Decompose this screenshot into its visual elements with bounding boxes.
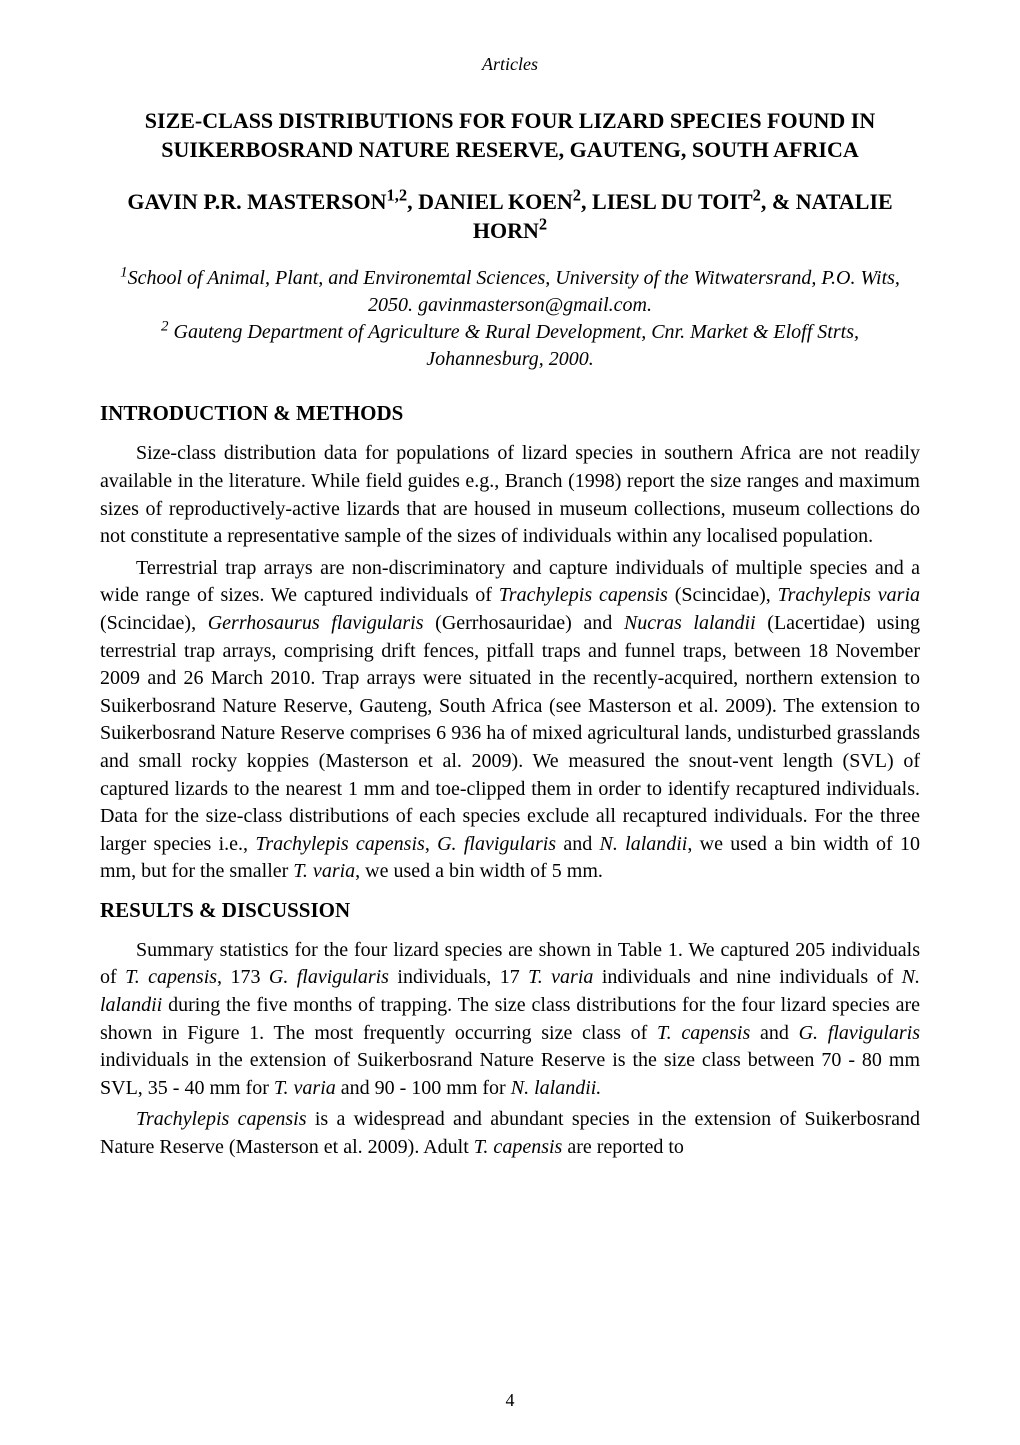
results-para-2: Trachylepis capensis is a widespread and… <box>100 1106 920 1161</box>
section-heading-intro: INTRODUCTION & METHODS <box>100 401 920 426</box>
intro-para-2: Terrestrial trap arrays are non-discrimi… <box>100 555 920 886</box>
page-number: 4 <box>0 1390 1020 1411</box>
affiliations: 1School of Animal, Plant, and Environemt… <box>100 265 920 373</box>
results-para-1: Summary statistics for the four lizard s… <box>100 937 920 1103</box>
section-heading-results: RESULTS & DISCUSSION <box>100 898 920 923</box>
article-title: SIZE-CLASS DISTRIBUTIONS FOR FOUR LIZARD… <box>100 107 920 164</box>
running-head: Articles <box>100 54 920 75</box>
authors: GAVIN P.R. MASTERSON1,2, DANIEL KOEN2, L… <box>100 188 920 245</box>
intro-para-1: Size-class distribution data for populat… <box>100 440 920 550</box>
